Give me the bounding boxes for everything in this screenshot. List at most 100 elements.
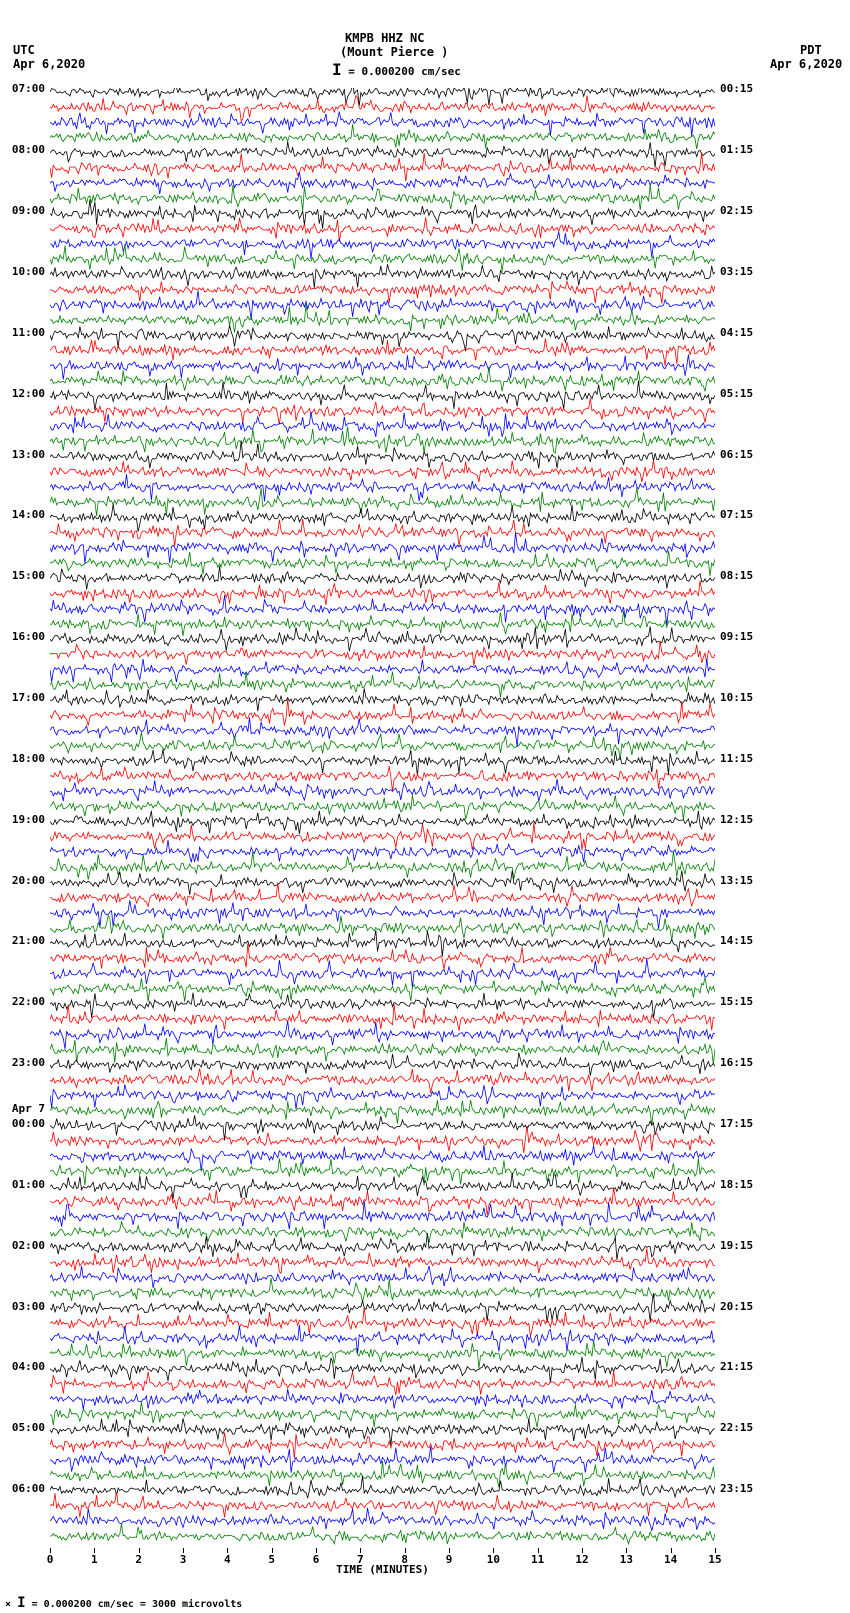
left-time-label: 04:00 (0, 1360, 45, 1373)
xaxis-tick-label: 5 (262, 1553, 282, 1566)
seismic-trace (50, 1371, 715, 1395)
pdt-date: Apr 6,2020 (770, 57, 842, 71)
left-time-label: 17:00 (0, 691, 45, 704)
seismic-trace (50, 1115, 715, 1140)
seismic-trace (50, 88, 715, 106)
left-time-label: 20:00 (0, 874, 45, 887)
right-time-label: 03:15 (720, 265, 753, 278)
xaxis-tick-label: 0 (40, 1553, 60, 1566)
seismic-trace (50, 1389, 715, 1409)
right-time-label: 02:15 (720, 204, 753, 217)
utc-label: UTC (13, 43, 35, 57)
seismic-trace (50, 281, 715, 303)
seismic-trace (50, 142, 715, 168)
seismic-trace (50, 551, 715, 576)
seismic-trace (50, 1278, 715, 1302)
right-time-label: 21:15 (720, 1360, 753, 1373)
xaxis-tick-label: 3 (173, 1553, 193, 1566)
left-time-label: 16:00 (0, 630, 45, 643)
seismic-trace (50, 1085, 715, 1110)
seismic-trace (50, 1476, 715, 1498)
pdt-label: PDT (800, 43, 822, 57)
seismic-trace (50, 959, 715, 988)
xaxis-tick-label: 10 (483, 1553, 503, 1566)
left-time-label: 03:00 (0, 1300, 45, 1313)
left-time-label: 13:00 (0, 448, 45, 461)
scale-text: = 0.000200 cm/sec (348, 65, 461, 78)
right-time-label: 06:15 (720, 448, 753, 461)
seismic-trace (50, 627, 715, 652)
right-time-label: 05:15 (720, 387, 753, 400)
seismic-trace (50, 96, 715, 122)
seismic-trace (50, 977, 715, 1002)
scale-glyph: I (332, 60, 342, 79)
seismic-trace (50, 532, 715, 563)
seismic-trace (50, 766, 715, 791)
right-time-label: 04:15 (720, 326, 753, 339)
seismic-trace (50, 1266, 715, 1288)
right-time-label: 00:15 (720, 82, 753, 95)
seismic-trace (50, 487, 715, 516)
right-time-label: 10:15 (720, 691, 753, 704)
seismic-trace (50, 1100, 715, 1125)
seismic-trace (50, 641, 715, 666)
seismic-trace (50, 1248, 715, 1273)
seismic-trace (50, 172, 715, 194)
right-time-label: 22:15 (720, 1421, 753, 1434)
left-time-label: 01:00 (0, 1178, 45, 1191)
xaxis-tick-label: 11 (528, 1553, 548, 1566)
seismic-trace (50, 840, 715, 862)
seismic-trace (50, 1038, 715, 1064)
left-time-label: 23:00 (0, 1056, 45, 1069)
right-time-label: 01:15 (720, 143, 753, 156)
seismic-trace (50, 1357, 715, 1383)
left-time-label: Apr 7 (0, 1102, 45, 1115)
xaxis-tick-label: 9 (439, 1553, 459, 1566)
footer-text: = 0.000200 cm/sec = 3000 microvolts (32, 1599, 243, 1610)
seismic-trace (50, 1053, 715, 1076)
seismic-trace (50, 566, 715, 590)
left-time-label: 22:00 (0, 995, 45, 1008)
left-time-label: 06:00 (0, 1482, 45, 1495)
xaxis-tick-label: 14 (661, 1553, 681, 1566)
seismic-trace (50, 1402, 715, 1427)
seismic-trace (50, 290, 715, 319)
left-time-label: 07:00 (0, 82, 45, 95)
seismic-trace (50, 398, 715, 424)
seismic-trace (50, 823, 715, 850)
seismic-trace (50, 688, 715, 711)
right-time-label: 16:15 (720, 1056, 753, 1069)
utc-date: Apr 6,2020 (13, 57, 85, 71)
right-time-label: 15:15 (720, 995, 753, 1008)
left-time-label: 09:00 (0, 204, 45, 217)
seismic-trace (50, 264, 715, 288)
seismic-trace (50, 1308, 715, 1337)
seismic-trace (50, 1069, 715, 1094)
left-time-label: 00:00 (0, 1117, 45, 1130)
seismic-trace (50, 460, 715, 482)
seismic-trace (50, 367, 715, 392)
seismic-trace (50, 153, 715, 182)
right-time-label: 12:15 (720, 813, 753, 826)
right-time-label: 13:15 (720, 874, 753, 887)
xaxis-tick-label: 13 (616, 1553, 636, 1566)
left-time-label: 15:00 (0, 569, 45, 582)
seismic-trace (50, 1418, 715, 1445)
seismic-trace (50, 427, 715, 453)
seismic-trace (50, 217, 715, 241)
seismic-trace (50, 595, 715, 625)
seismic-trace (50, 871, 715, 895)
seismic-trace (50, 1004, 715, 1031)
seismic-trace (50, 1201, 715, 1229)
left-time-label: 18:00 (0, 752, 45, 765)
right-time-label: 20:15 (720, 1300, 753, 1313)
seismogram-container: UTC Apr 6,2020 PDT Apr 6,2020 KMPB HHZ N… (0, 0, 850, 1613)
seismic-trace (50, 1446, 715, 1472)
left-time-label: 05:00 (0, 1421, 45, 1434)
right-time-label: 17:15 (720, 1117, 753, 1130)
right-time-label: 11:15 (720, 752, 753, 765)
seismic-trace (50, 732, 715, 760)
seismic-trace (50, 811, 715, 834)
seismic-trace (50, 519, 715, 546)
seismic-trace (50, 930, 715, 957)
